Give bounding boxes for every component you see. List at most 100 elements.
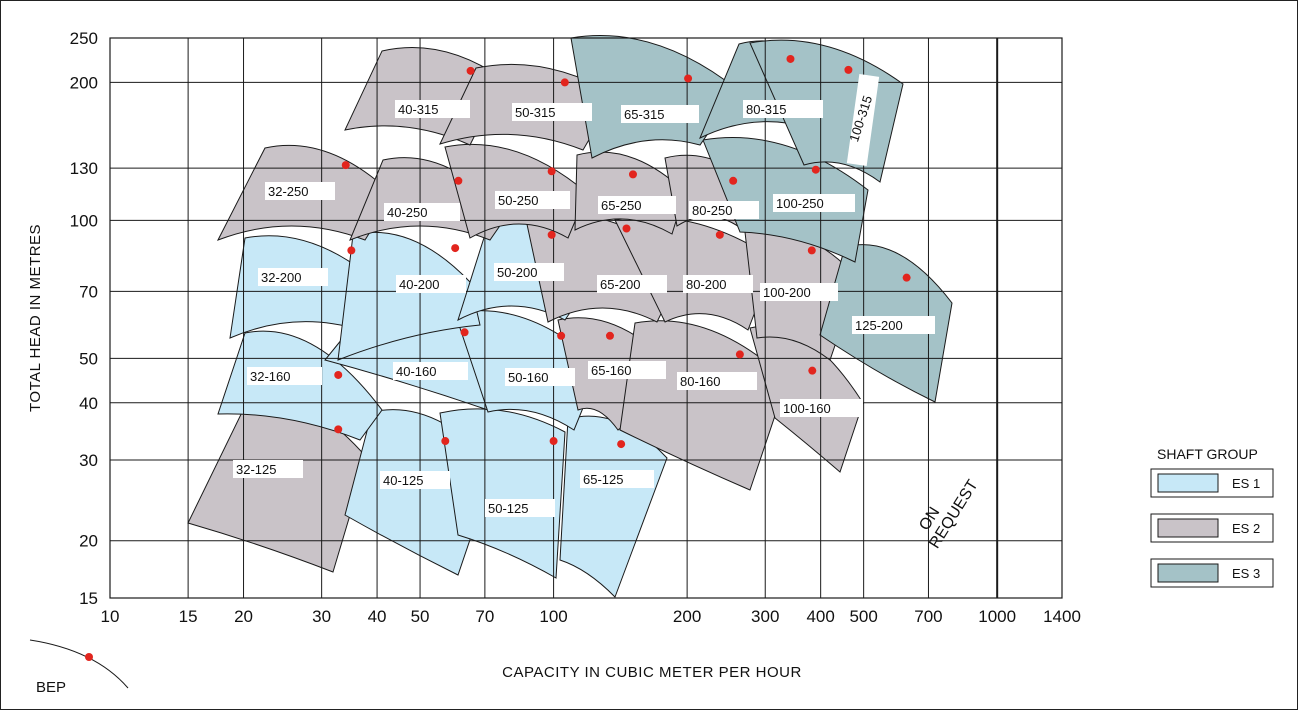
- y-tick-label: 20: [79, 532, 98, 551]
- pump-label-box: [677, 372, 757, 390]
- x-tick-label: 40: [368, 607, 387, 626]
- pump-label: 80-250: [692, 203, 732, 218]
- pump-label: 50-315: [515, 105, 555, 120]
- pump-label-box: [683, 275, 753, 293]
- x-tick-label: 100: [539, 607, 567, 626]
- bep-point-80-250: [729, 176, 738, 185]
- x-tick-label: 500: [849, 607, 877, 626]
- pump-label: 32-200: [261, 270, 301, 285]
- pump-label-box: [393, 362, 468, 380]
- y-tick-label: 100: [70, 211, 98, 230]
- x-tick-label: 20: [234, 607, 253, 626]
- x-tick-label: 1000: [978, 607, 1016, 626]
- pump-label-box: [760, 283, 838, 301]
- bep-point-50-250: [547, 167, 556, 176]
- pump-label-box: [852, 316, 935, 334]
- pump-label-box: [258, 268, 328, 286]
- bep-point-50-125: [549, 437, 558, 446]
- pump-label-box: [380, 471, 450, 489]
- bep-point-100-250: [811, 165, 820, 174]
- y-tick-label: 50: [79, 349, 98, 368]
- x-tick-label: 200: [673, 607, 701, 626]
- pump-label: 50-160: [508, 370, 548, 385]
- pump-label-box: [743, 100, 823, 118]
- bep-point-80-160: [735, 350, 744, 359]
- pump-label-box: [247, 367, 322, 385]
- pump-label: 80-200: [686, 277, 726, 292]
- pump-label-box: [396, 275, 466, 293]
- bep-point-65-250: [628, 170, 637, 179]
- pump-label-box: [588, 361, 666, 379]
- y-tick-label: 250: [70, 29, 98, 48]
- legend-label: ES 3: [1232, 566, 1260, 581]
- y-tick-label: 200: [70, 73, 98, 92]
- bep-legend-label: BEP: [36, 679, 66, 696]
- bep-point-65-315: [684, 74, 693, 83]
- bep-point-32-125: [334, 425, 343, 434]
- y-tick-label: 30: [79, 451, 98, 470]
- legend-label: ES 2: [1232, 521, 1260, 536]
- x-tick-label: 70: [475, 607, 494, 626]
- x-tick-label: 15: [179, 607, 198, 626]
- bep-point-50-315: [560, 78, 569, 87]
- pump-label-box: [621, 105, 699, 123]
- pump-label-box: [598, 196, 676, 214]
- y-tick-label: 130: [70, 159, 98, 178]
- pump-label: 40-200: [399, 277, 439, 292]
- pump-label: 65-160: [591, 363, 631, 378]
- pump-label: 50-125: [488, 501, 528, 516]
- pump-label-box: [485, 499, 555, 517]
- pump-label-box: [265, 182, 335, 200]
- bep-point-50-200: [547, 230, 556, 239]
- bep-point-100-160: [808, 366, 817, 375]
- y-tick-label: 15: [79, 589, 98, 608]
- legend-swatch: [1157, 563, 1219, 583]
- bep-points-layer: [334, 54, 911, 449]
- on-request-note: ONREQUEST: [911, 467, 982, 552]
- pump-label: 50-200: [497, 265, 537, 280]
- x-tick-label: 1400: [1043, 607, 1081, 626]
- pump-label-box: [689, 201, 759, 219]
- x-tick-label: 50: [411, 607, 430, 626]
- x-axis-title: CAPACITY IN CUBIC METER PER HOUR: [502, 664, 802, 681]
- y-tick-label: 40: [79, 394, 98, 413]
- pump-label-box: [395, 100, 470, 118]
- bep-point-65-160: [605, 331, 614, 340]
- shaft-group-legend: SHAFT GROUP ES 1 ES 2 ES 3: [1150, 446, 1274, 588]
- bep-point-40-315: [466, 66, 475, 75]
- pump-curve-65-125: [559, 415, 668, 598]
- bep-legend-dot: [85, 653, 93, 661]
- pump-label: 40-125: [383, 473, 423, 488]
- pump-label: 32-250: [268, 184, 308, 199]
- bep-point-65-125: [617, 440, 626, 449]
- pump-label: 32-125: [236, 462, 276, 477]
- pump-label: 100-250: [776, 196, 824, 211]
- bep-point-40-125: [441, 437, 450, 446]
- pump-label-box: [505, 368, 575, 386]
- pump-label: 65-125: [583, 472, 623, 487]
- pump-label: 65-250: [601, 198, 641, 213]
- pump-curve-50-125: [439, 408, 566, 579]
- pump-label-box: [780, 399, 863, 417]
- pump-label: 100-200: [763, 285, 811, 300]
- legend-swatch: [1157, 473, 1219, 493]
- pump-label-box: [773, 194, 855, 212]
- pump-label: 80-315: [746, 102, 786, 117]
- pump-label: 40-315: [398, 102, 438, 117]
- tick-labels-layer: 10 15 20 30 40 50 70 100 200 300 400 500 700 1000 1400…: [70, 29, 1081, 626]
- pump-label-box: [846, 74, 880, 166]
- bep-point-32-250: [341, 161, 350, 170]
- x-tick-label: 30: [312, 607, 331, 626]
- on-request-text: ONREQUEST: [911, 467, 982, 551]
- bep-point-65-200: [622, 224, 631, 233]
- bep-point-32-160: [334, 370, 343, 379]
- x-tick-label: 10: [101, 607, 120, 626]
- pump-label-box: [495, 191, 570, 209]
- bep-point-32-200: [347, 246, 356, 255]
- bep-point-100-315: [844, 65, 853, 74]
- pump-label: 40-250: [387, 205, 427, 220]
- bep-point-50-160: [557, 331, 566, 340]
- pump-label-box: [494, 263, 564, 281]
